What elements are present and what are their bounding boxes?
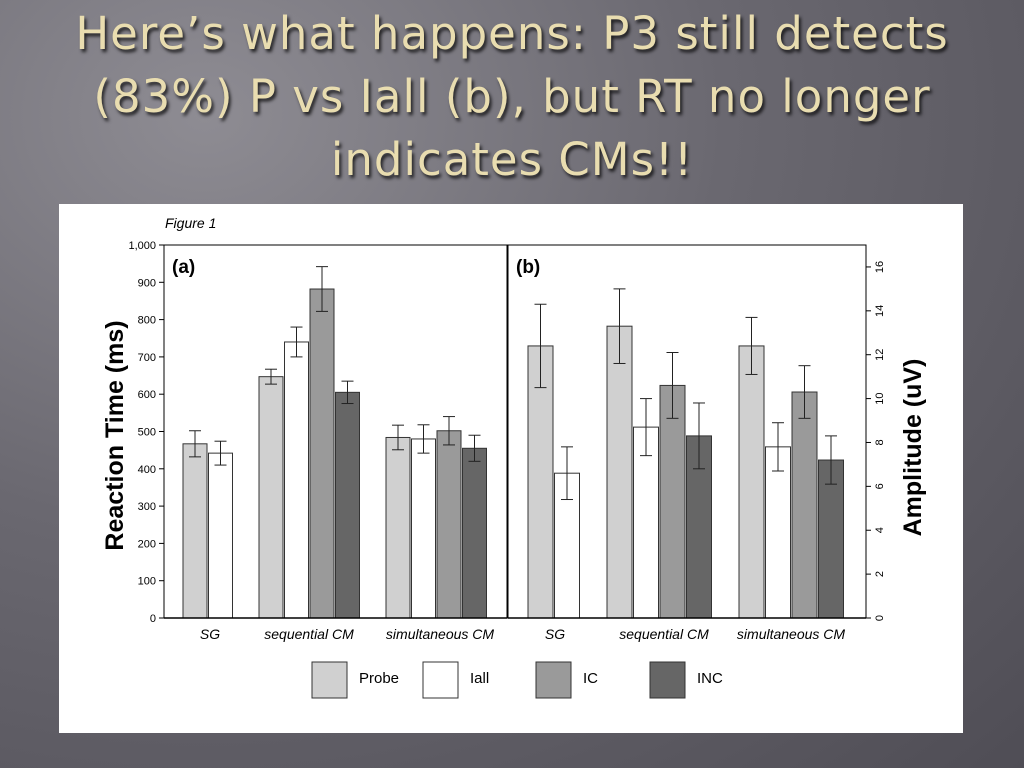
bar-iall-1: [633, 426, 659, 619]
bar-probe-1: [258, 376, 284, 619]
bar-probe-1: [606, 325, 633, 619]
y-tick-label: 6: [874, 483, 886, 489]
x-category-label: SG: [545, 626, 565, 642]
panel-label: (a): [172, 257, 195, 278]
slide-title: Here’s what happens: P3 still detects (8…: [75, 7, 949, 186]
legend-swatch-probe: [311, 661, 348, 699]
bar-ic-1: [309, 288, 335, 619]
y-tick-label: 8: [874, 439, 886, 445]
bar-ic-1: [659, 384, 686, 619]
bar-probe-0: [182, 443, 208, 619]
y-tick-label: 100: [138, 576, 156, 588]
y-tick-label: 0: [874, 615, 886, 621]
y-tick-label: 14: [874, 305, 886, 317]
y-tick-label: 12: [874, 349, 886, 361]
bar-ic-2: [791, 391, 818, 619]
y-tick-label: 2: [874, 571, 886, 577]
figure-chart: Figure 1 01002003004005006007008009001,0…: [101, 215, 927, 699]
bar-inc-2: [462, 447, 487, 619]
y-tick-label: 300: [138, 501, 156, 513]
legend-swatch-ic: [535, 661, 572, 699]
y-tick-label: 900: [138, 277, 156, 289]
figure-caption: Figure 1: [165, 215, 216, 231]
legend-label-probe: Probe: [359, 670, 399, 687]
bar-iall-1: [284, 341, 309, 619]
y-tick-label: 1,000: [128, 240, 156, 252]
bar-iall-0: [208, 452, 233, 619]
figure-panel: Figure 1 0 100 200 300 400 500 600 700 800 900 1,0…: [59, 204, 963, 733]
bar-ic-2: [436, 430, 462, 619]
y-tick-label: 600: [138, 389, 156, 401]
bar-probe-2: [385, 436, 411, 619]
y-axis-label: Amplitude (uV): [899, 359, 927, 537]
legend-label-iall: Iall: [470, 670, 489, 687]
y-axis-label: Reaction Time (ms): [101, 320, 129, 550]
chart-legend: Probe Iall IC INC: [311, 661, 723, 699]
legend-swatch-inc: [649, 661, 686, 699]
y-tick-label: 4: [874, 527, 886, 533]
y-tick-label: 200: [138, 538, 156, 550]
bar-probe-2: [738, 345, 765, 619]
legend-label-ic: IC: [583, 670, 598, 687]
chart-panel-a: 0 100 200 300 400 500 600 700 800 900 1,000 Reactio…: [101, 240, 508, 642]
x-category-label: simultaneous CM: [386, 626, 494, 642]
bar-iall-2: [411, 438, 436, 619]
y-tick-label: 400: [138, 464, 156, 476]
y-tick-label: 10: [874, 392, 886, 404]
y-tick-label: 800: [138, 315, 156, 327]
y-tick-label: 700: [138, 352, 156, 364]
panel-label: (b): [516, 257, 540, 278]
y-tick-label: 0: [150, 613, 156, 625]
x-category-label: sequential CM: [264, 626, 354, 642]
legend-label-inc: INC: [697, 670, 723, 687]
bar-iall-2: [765, 446, 791, 619]
bar-inc-1: [335, 391, 360, 619]
x-category-label: SG: [200, 626, 220, 642]
x-category-label: simultaneous CM: [737, 626, 845, 642]
y-tick-label: 500: [138, 427, 156, 439]
chart-panel-b: 0 2 4 6 8 10 12 14 16 Amplitude (uV) (b) SG sequenti…: [507, 244, 927, 642]
y-tick-label: 16: [874, 261, 886, 273]
legend-swatch-iall: [422, 661, 459, 699]
x-category-label: sequential CM: [619, 626, 709, 642]
